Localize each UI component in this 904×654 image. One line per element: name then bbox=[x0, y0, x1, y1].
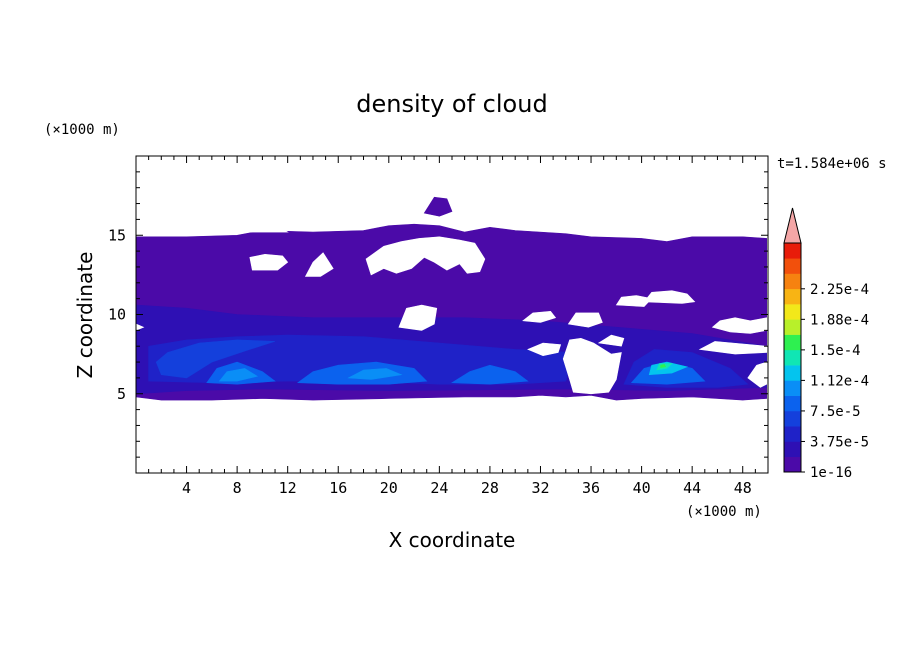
cloud-free-gap bbox=[249, 253, 289, 271]
x-tick-label: 48 bbox=[734, 479, 752, 497]
x-axis: 4 8 12 16 20 24 28 32 36 40 44 48 bbox=[148, 156, 756, 497]
y-unit-label: (×1000 m) bbox=[44, 122, 120, 138]
colorbar-swatch bbox=[784, 243, 801, 259]
colorbar-swatch bbox=[784, 273, 801, 290]
cloud-free-gap bbox=[643, 290, 696, 304]
cloud-free-gap bbox=[747, 361, 768, 388]
colorbar-swatch bbox=[784, 410, 801, 427]
colorbar-label: 1.88e-4 bbox=[810, 312, 869, 328]
colorbar-swatch bbox=[784, 426, 801, 442]
cloud-free-gap bbox=[398, 304, 438, 331]
density-level-0-region bbox=[423, 196, 453, 217]
colorbar-swatch bbox=[784, 395, 801, 412]
colorbar: 1e-16 3.75e-5 7.5e-5 1.12e-4 1.5e-4 1.88e-4 2.… bbox=[783, 207, 869, 481]
colorbar-label: 2.25e-4 bbox=[810, 282, 869, 298]
colorbar-swatch bbox=[784, 319, 801, 335]
colorbar-swatch bbox=[784, 304, 801, 320]
x-unit-label: (×1000 m) bbox=[686, 504, 762, 520]
x-tick-label: 28 bbox=[481, 479, 499, 497]
y-axis: 5 10 15 bbox=[108, 171, 768, 458]
x-tick-label: 32 bbox=[531, 479, 549, 497]
y-axis-title: Z coordinate bbox=[73, 252, 97, 379]
cloud-free-gap bbox=[304, 252, 334, 277]
x-axis-title: X coordinate bbox=[389, 528, 516, 552]
time-label: t=1.584e+06 s bbox=[777, 156, 887, 172]
cloud-free-gap bbox=[365, 236, 486, 276]
cloud-density-field bbox=[136, 196, 768, 401]
colorbar-swatch bbox=[784, 258, 801, 274]
y-tick-label: 15 bbox=[108, 226, 126, 244]
colorbar-frame bbox=[783, 242, 802, 473]
cloud-free-gap bbox=[562, 337, 622, 395]
colorbar-swatch bbox=[784, 380, 801, 396]
cloud-free-gap bbox=[597, 334, 625, 347]
colorbar-label: 1.12e-4 bbox=[810, 373, 869, 389]
density-level-5-region bbox=[218, 368, 259, 382]
colorbar-label: 1e-16 bbox=[810, 465, 852, 481]
colorbar-swatch bbox=[784, 334, 801, 351]
x-tick-label: 40 bbox=[633, 479, 651, 497]
x-tick-label: 44 bbox=[683, 479, 701, 497]
cloud-free-gap bbox=[522, 310, 557, 323]
x-tick-label: 8 bbox=[233, 479, 242, 497]
cloud-free-gap bbox=[527, 342, 562, 357]
density-level-4-region bbox=[451, 364, 529, 385]
density-level-5-region bbox=[347, 368, 403, 380]
colorbar-label: 7.5e-5 bbox=[810, 404, 861, 420]
colorbar-label: 1.5e-4 bbox=[810, 343, 861, 359]
density-level-3-region bbox=[155, 339, 276, 379]
chart-title: density of cloud bbox=[356, 90, 547, 118]
colorbar-swatch bbox=[784, 288, 801, 305]
cloud-free-gap bbox=[136, 323, 145, 331]
cloud-free-gap bbox=[711, 317, 768, 334]
x-tick-label: 16 bbox=[329, 479, 347, 497]
x-tick-label: 12 bbox=[279, 479, 297, 497]
cloud-free-gap bbox=[615, 295, 653, 307]
colorbar-swatch bbox=[784, 349, 801, 366]
colorbar-swatch bbox=[784, 456, 801, 473]
colorbar-label: 3.75e-5 bbox=[810, 434, 869, 450]
cloud-free-gap bbox=[230, 214, 289, 233]
colorbar-swatch bbox=[784, 365, 801, 381]
x-tick-label: 24 bbox=[430, 479, 448, 497]
x-tick-label: 36 bbox=[582, 479, 600, 497]
colorbar-swatch bbox=[784, 441, 801, 458]
y-tick-label: 5 bbox=[117, 385, 126, 403]
y-tick-label: 10 bbox=[108, 306, 126, 324]
cloud-free-gap bbox=[567, 312, 603, 328]
colorbar-extend-arrow bbox=[783, 207, 802, 244]
x-tick-label: 4 bbox=[182, 479, 191, 497]
x-tick-label: 20 bbox=[380, 479, 398, 497]
density-level-8-region bbox=[660, 364, 667, 368]
